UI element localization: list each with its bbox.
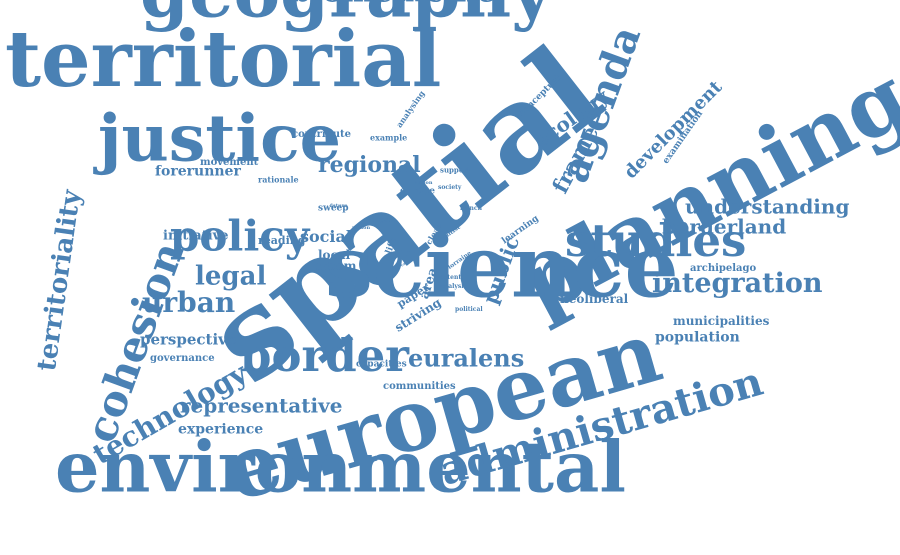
word-studies: studies (565, 214, 747, 268)
word-geography: geography (140, 0, 552, 28)
word-experience: experience (178, 421, 264, 438)
word-population: population (655, 329, 740, 346)
word-municipalities: municipalities (673, 314, 770, 329)
word-legal: legal (195, 261, 267, 292)
word-regional: regional (318, 151, 421, 178)
word-policy: policy (170, 211, 310, 261)
word-communities: communities (383, 380, 456, 392)
word-extent: extent (440, 274, 462, 282)
word-notion: notion (352, 224, 371, 231)
word-movement: movement (200, 156, 259, 168)
word-understanding: understanding (685, 194, 850, 219)
word-archipelago: archipelago (690, 262, 757, 274)
word-future: future (330, 202, 348, 209)
word-perspective: perspective (140, 330, 237, 349)
word-neoliberal: neoliberal (560, 292, 629, 307)
word-reading: reading (258, 233, 306, 247)
word-rationale: rationale (258, 174, 299, 185)
word-urban: urban (142, 286, 236, 320)
word-political: political (455, 306, 483, 314)
word-example: example (370, 132, 408, 143)
word-society: society (438, 184, 462, 192)
word-french: french (460, 205, 482, 213)
word-contribute: contribute (292, 128, 351, 140)
word-local: local (318, 248, 351, 263)
word-justice: justice (98, 100, 342, 177)
word-sweep: sweep (318, 203, 349, 214)
word-governance: governance (150, 352, 215, 364)
word-cross: cross (370, 214, 394, 225)
word-integration: integration (652, 267, 823, 299)
word-territorial: territorial (5, 14, 442, 106)
word-representative: representative (180, 393, 343, 418)
word-social: social (300, 226, 352, 246)
word-environmental: environmental (55, 425, 626, 509)
word-science: science (325, 217, 679, 318)
word-support: support (440, 165, 471, 175)
word-territoriality: territoriality (31, 188, 88, 373)
word-border: border (240, 329, 409, 383)
word-europe: europe (400, 186, 436, 197)
word-action: action (415, 179, 433, 186)
word-analysis: analysis (440, 283, 467, 291)
word-euralens: euralens (408, 343, 525, 373)
word-biomedicine: biomedicine (290, 0, 496, 7)
word-capacities: capacities (356, 359, 407, 370)
word-forerunner: forerunner (155, 163, 241, 180)
word-broom: broom (313, 259, 357, 274)
word-initiative: initiative (163, 228, 229, 244)
word-borderland: borderland (662, 214, 787, 239)
